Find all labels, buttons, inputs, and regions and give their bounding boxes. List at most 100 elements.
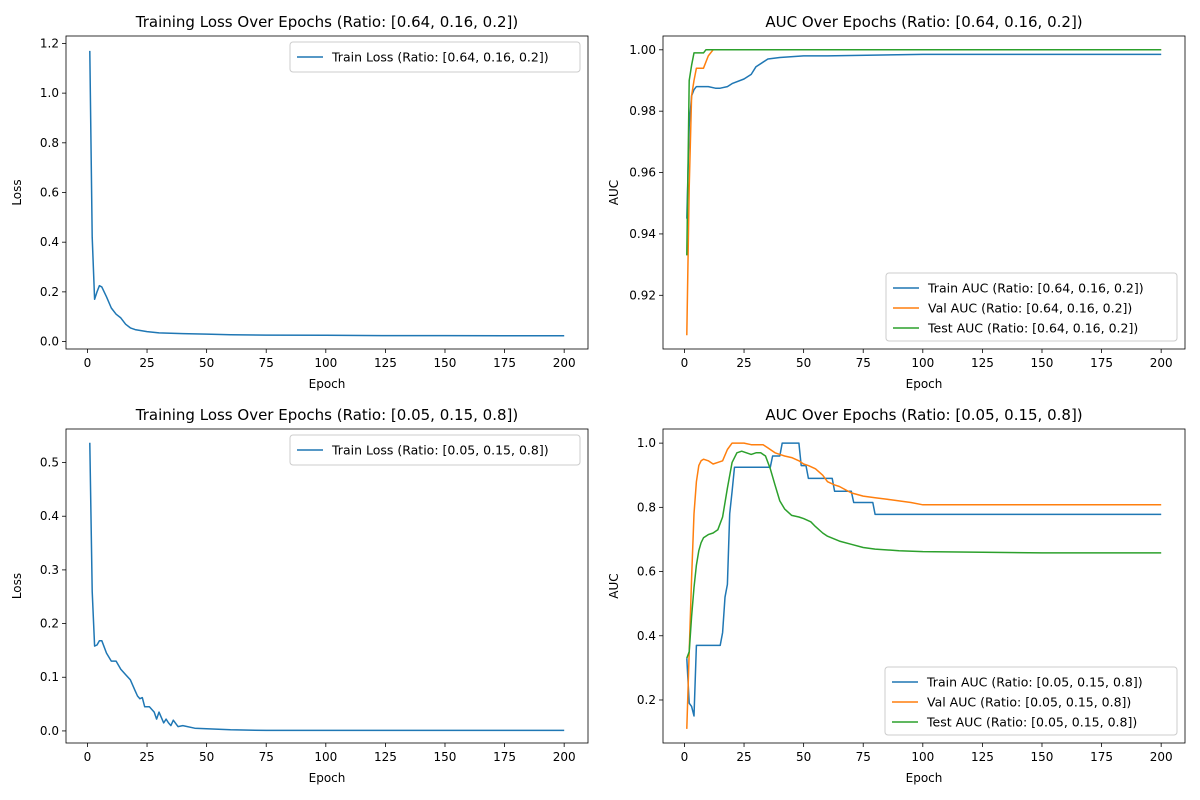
chart-title: Training Loss Over Epochs (Ratio: [0.05,… xyxy=(135,406,518,424)
x-tick-label: 25 xyxy=(736,356,751,370)
chart-panel-1: Training Loss Over Epochs (Ratio: [0.64,… xyxy=(10,13,589,391)
y-tick-label: 0.4 xyxy=(40,509,59,523)
legend: Train AUC (Ratio: [0.05, 0.15, 0.8]) Val … xyxy=(884,666,1178,736)
y-tick-label: 0.4 xyxy=(637,629,656,643)
x-tick-label: 175 xyxy=(1090,750,1113,764)
legend-label: Train AUC (Ratio: [0.64, 0.16, 0.2]) xyxy=(927,281,1144,296)
x-tick-label: 50 xyxy=(796,750,811,764)
x-tick-label: 125 xyxy=(374,356,397,370)
y-tick-label: 1.0 xyxy=(637,436,656,450)
legend: Train Loss (Ratio: [0.64, 0.16, 0.2]) xyxy=(289,41,581,73)
x-tick-label: 125 xyxy=(971,356,994,370)
series-line-2 xyxy=(686,49,1162,336)
chart-panel-3: Training Loss Over Epochs (Ratio: [0.05,… xyxy=(10,406,589,785)
x-tick-label: 150 xyxy=(434,356,457,370)
series-line-3 xyxy=(686,49,1162,256)
plot-frame xyxy=(65,35,589,350)
x-tick-label: 0 xyxy=(84,356,92,370)
y-tick-label: 0.98 xyxy=(629,104,656,118)
x-tick-label: 200 xyxy=(1150,750,1173,764)
y-tick-label: 1.00 xyxy=(629,43,656,57)
plot-frame xyxy=(662,428,1186,744)
x-tick-label: 100 xyxy=(314,356,337,370)
plot-frame xyxy=(65,428,589,744)
legend: Train Loss (Ratio: [0.05, 0.15, 0.8]) xyxy=(289,434,581,466)
y-tick-label: 0.0 xyxy=(40,724,59,738)
y-tick-label: 0.8 xyxy=(637,500,656,514)
legend-box xyxy=(289,434,581,466)
y-tick-label: 1.0 xyxy=(40,86,59,100)
legend-label: Test AUC (Ratio: [0.05, 0.15, 0.8]) xyxy=(926,715,1137,730)
y-tick-label: 0.94 xyxy=(629,227,656,241)
x-tick-label: 0 xyxy=(681,356,689,370)
x-tick-label: 75 xyxy=(259,356,274,370)
y-axis-label: AUC xyxy=(607,180,621,205)
y-tick-label: 0.6 xyxy=(40,186,59,200)
legend-label: Train Loss (Ratio: [0.64, 0.16, 0.2]) xyxy=(331,50,549,65)
chart-panel-2: AUC Over Epochs (Ratio: [0.64, 0.16, 0.2… xyxy=(607,13,1186,391)
legend-label: Train Loss (Ratio: [0.05, 0.15, 0.8]) xyxy=(331,443,549,458)
x-axis-label: Epoch xyxy=(309,377,346,391)
series-line-1 xyxy=(89,442,565,732)
chart-title: Training Loss Over Epochs (Ratio: [0.64,… xyxy=(135,13,518,31)
x-tick-label: 175 xyxy=(1090,356,1113,370)
chart-title: AUC Over Epochs (Ratio: [0.64, 0.16, 0.2… xyxy=(765,13,1082,31)
y-tick-label: 0.2 xyxy=(637,693,656,707)
x-tick-label: 75 xyxy=(259,750,274,764)
legend-box xyxy=(884,666,1178,736)
x-tick-label: 50 xyxy=(199,356,214,370)
x-tick-label: 75 xyxy=(856,356,871,370)
y-tick-label: 0.96 xyxy=(629,166,656,180)
series-line-1 xyxy=(686,53,1162,219)
x-tick-label: 125 xyxy=(374,750,397,764)
x-tick-label: 125 xyxy=(971,750,994,764)
series-line-1 xyxy=(89,50,565,337)
series-line-2 xyxy=(686,442,1162,729)
y-tick-label: 0.1 xyxy=(40,670,59,684)
y-axis-label: Loss xyxy=(10,573,24,599)
legend-label: Test AUC (Ratio: [0.64, 0.16, 0.2]) xyxy=(927,321,1138,336)
y-tick-label: 0.3 xyxy=(40,563,59,577)
x-tick-label: 100 xyxy=(911,356,934,370)
x-tick-label: 150 xyxy=(1031,356,1054,370)
x-tick-label: 25 xyxy=(139,356,154,370)
x-tick-label: 200 xyxy=(553,750,576,764)
x-tick-label: 0 xyxy=(681,750,689,764)
x-tick-label: 175 xyxy=(493,356,516,370)
y-tick-label: 0.0 xyxy=(40,335,59,349)
y-tick-label: 0.2 xyxy=(40,617,59,631)
y-axis-label: AUC xyxy=(607,573,621,598)
x-tick-label: 150 xyxy=(1031,750,1054,764)
legend-label: Val AUC (Ratio: [0.05, 0.15, 0.8]) xyxy=(927,695,1131,710)
y-axis-label: Loss xyxy=(10,179,24,205)
legend-box xyxy=(885,272,1178,342)
x-tick-label: 50 xyxy=(199,750,214,764)
chart-title: AUC Over Epochs (Ratio: [0.05, 0.15, 0.8… xyxy=(765,406,1082,424)
x-axis-label: Epoch xyxy=(309,771,346,785)
series-line-1 xyxy=(686,442,1162,717)
x-tick-label: 0 xyxy=(84,750,92,764)
legend-label: Val AUC (Ratio: [0.64, 0.16, 0.2]) xyxy=(928,301,1132,316)
legend-box xyxy=(289,41,581,73)
legend-label: Train AUC (Ratio: [0.05, 0.15, 0.8]) xyxy=(926,675,1143,690)
x-tick-label: 200 xyxy=(1150,356,1173,370)
x-tick-label: 25 xyxy=(139,750,154,764)
y-tick-label: 1.2 xyxy=(40,36,59,50)
x-tick-label: 25 xyxy=(736,750,751,764)
y-tick-label: 0.5 xyxy=(40,456,59,470)
x-tick-label: 150 xyxy=(434,750,457,764)
plot-frame xyxy=(662,35,1186,350)
y-tick-label: 0.2 xyxy=(40,285,59,299)
y-tick-label: 0.8 xyxy=(40,136,59,150)
y-tick-label: 0.92 xyxy=(629,288,656,302)
x-tick-label: 100 xyxy=(314,750,337,764)
x-axis-label: Epoch xyxy=(906,377,943,391)
series-line-3 xyxy=(686,450,1162,659)
legend: Train AUC (Ratio: [0.64, 0.16, 0.2]) Val … xyxy=(885,272,1178,342)
x-axis-label: Epoch xyxy=(906,771,943,785)
x-tick-label: 100 xyxy=(911,750,934,764)
y-tick-label: 0.4 xyxy=(40,235,59,249)
x-tick-label: 200 xyxy=(553,356,576,370)
x-tick-label: 175 xyxy=(493,750,516,764)
